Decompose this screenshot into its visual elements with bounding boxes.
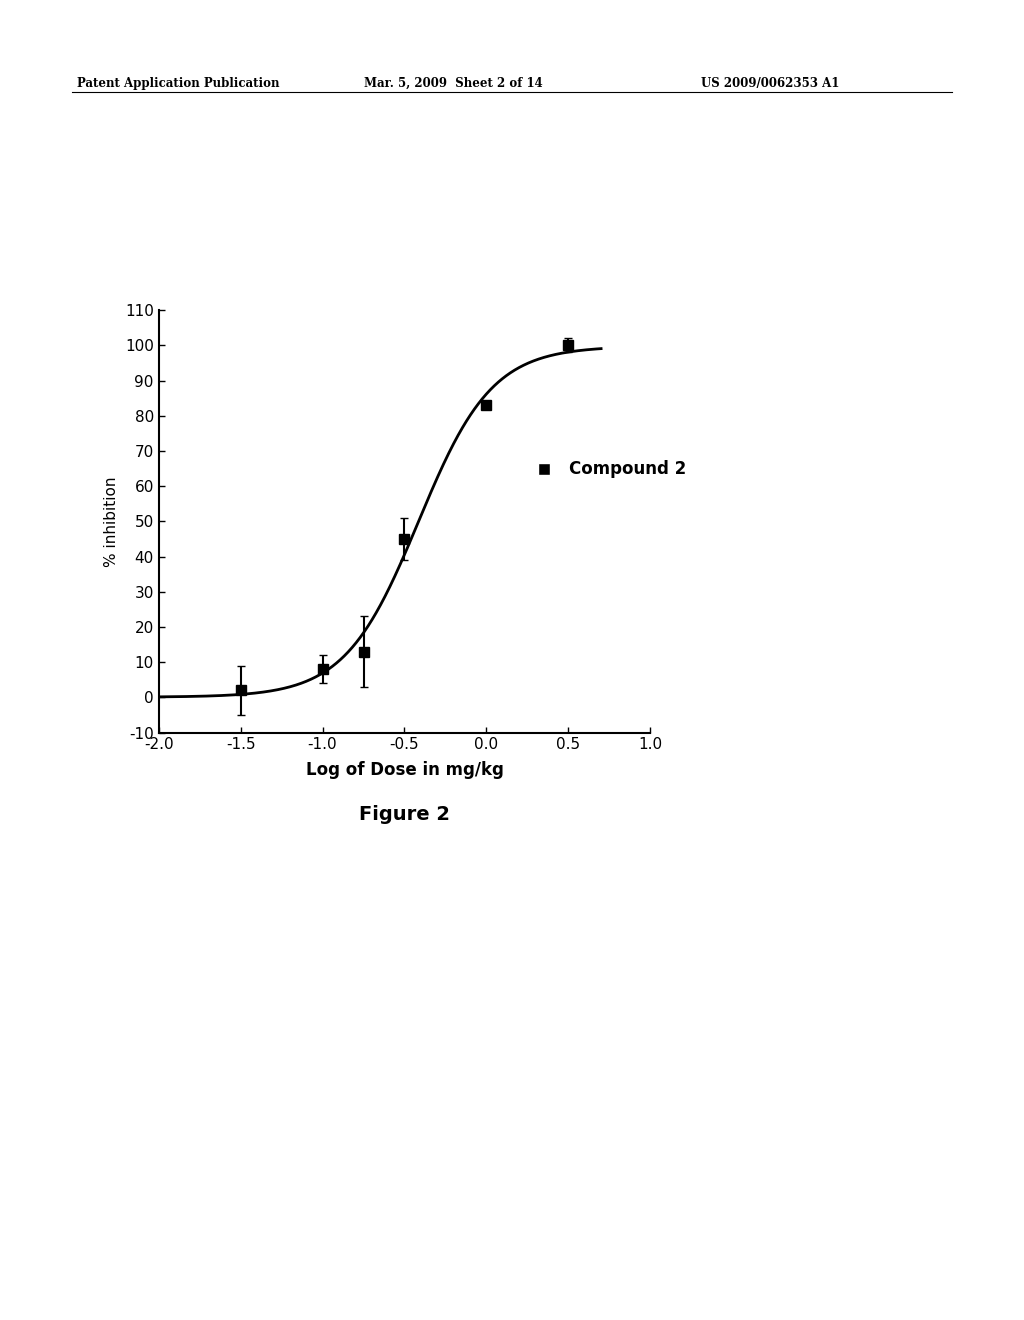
Legend: Compound 2: Compound 2 (521, 454, 693, 484)
X-axis label: Log of Dose in mg/kg: Log of Dose in mg/kg (305, 760, 504, 779)
Text: Figure 2: Figure 2 (359, 805, 450, 824)
Text: Mar. 5, 2009  Sheet 2 of 14: Mar. 5, 2009 Sheet 2 of 14 (364, 77, 543, 90)
Text: Patent Application Publication: Patent Application Publication (77, 77, 280, 90)
Y-axis label: % inhibition: % inhibition (104, 477, 120, 566)
Text: US 2009/0062353 A1: US 2009/0062353 A1 (701, 77, 840, 90)
